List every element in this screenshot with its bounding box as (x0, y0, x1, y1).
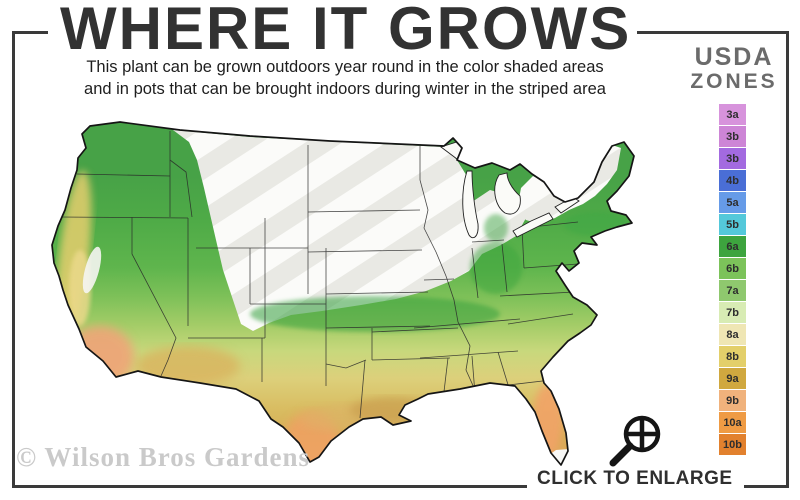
zone-swatch-9a-12: 9a (719, 368, 746, 389)
zone-swatch-3b-2: 3b (719, 148, 746, 169)
frame-right (786, 31, 789, 488)
frame-bottom-right-segment (744, 485, 789, 488)
frame-top-left-segment (12, 31, 48, 34)
zone-swatch-10a-14: 10a (719, 412, 746, 433)
zone-swatch-9b-13: 9b (719, 390, 746, 411)
legend-title: USDA ZONES (672, 44, 796, 93)
frame-top-right-segment (637, 31, 789, 34)
subtitle-line-1: This plant can be grown outdoors year ro… (86, 58, 604, 76)
zone-swatch-5b-5: 5b (719, 214, 746, 235)
zone-swatch-6a-6: 6a (719, 236, 746, 257)
subtitle-line-2: and in pots that can be brought indoors … (84, 80, 606, 98)
subtitle: This plant can be grown outdoors year ro… (0, 56, 690, 100)
watermark: © Wilson Bros Gardens (16, 442, 310, 472)
page-title: WHERE IT GROWS (60, 0, 632, 62)
zone-swatch-3a-0: 3a (719, 104, 746, 125)
zone-swatch-3b-1: 3b (719, 126, 746, 147)
zone-swatch-6b-7: 6b (719, 258, 746, 279)
zone-swatch-10b-15: 10b (719, 434, 746, 455)
legend-title-zones: ZONES (690, 70, 778, 93)
magnifier-plus-icon[interactable] (598, 404, 670, 476)
zone-swatch-4b-3: 4b (719, 170, 746, 191)
click-to-enlarge-button[interactable]: CLICK TO ENLARGE (537, 468, 733, 489)
frame-bottom-left-segment (12, 485, 527, 488)
zone-swatch-8a-10: 8a (719, 324, 746, 345)
zone-swatch-7a-8: 7a (719, 280, 746, 301)
us-hardiness-map (20, 118, 670, 478)
frame-left (12, 31, 15, 488)
zone-swatch-8b-11: 8b (719, 346, 746, 367)
legend-title-usda: USDA (694, 43, 774, 71)
zone-swatch-5a-4: 5a (719, 192, 746, 213)
zone-list: 3a 3b 3b 4b 5a 5b 6a 6b 7a 7b 8a 8b 9a 9b 10a 10b (719, 104, 746, 456)
zone-swatch-7b-9: 7b (719, 302, 746, 323)
